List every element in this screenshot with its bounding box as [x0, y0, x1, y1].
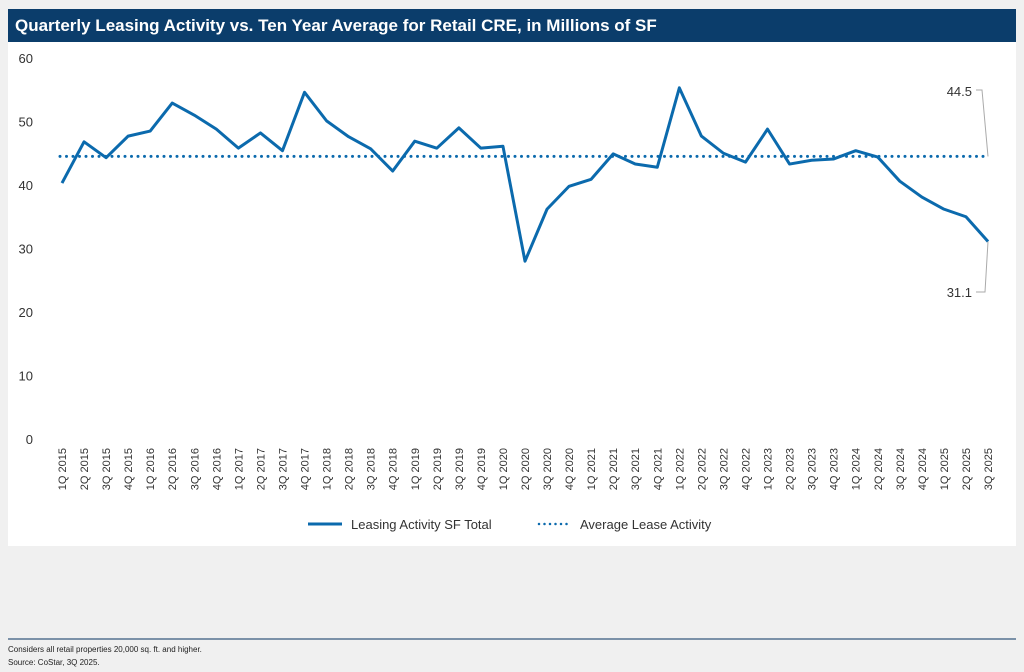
x-tick-label: 4Q 2020 [564, 448, 576, 490]
y-tick-label: 20 [19, 305, 33, 320]
x-tick-label: 2Q 2023 [785, 448, 797, 490]
x-tick-label: 2Q 2021 [608, 448, 620, 490]
x-tick-label: 3Q 2021 [630, 448, 642, 490]
x-tick-label: 3Q 2018 [366, 448, 378, 490]
x-tick-label: 1Q 2024 [851, 448, 863, 490]
annotation-avg-label: 44.5 [947, 84, 972, 99]
x-tick-label: 4Q 2023 [829, 448, 841, 490]
y-tick-label: 10 [19, 369, 33, 384]
x-tick-label: 3Q 2024 [895, 448, 907, 490]
x-tick-label: 2Q 2024 [873, 448, 885, 490]
x-tick-label: 4Q 2018 [388, 448, 400, 490]
footer-source: Source: CoStar, 3Q 2025. [8, 658, 100, 667]
chart-title: Quarterly Leasing Activity vs. Ten Year … [8, 9, 1016, 42]
x-tick-label: 3Q 2025 [983, 448, 995, 490]
x-tick-label: 1Q 2021 [586, 448, 598, 490]
x-tick-label: 3Q 2020 [542, 448, 554, 490]
x-tick-label: 4Q 2024 [917, 448, 929, 490]
x-tick-label: 1Q 2023 [763, 448, 775, 490]
x-tick-label: 1Q 2018 [322, 448, 334, 490]
y-tick-label: 30 [19, 242, 33, 257]
x-tick-label: 1Q 2025 [939, 448, 951, 490]
legend-label: Average Lease Activity [580, 517, 712, 532]
x-tick-label: 3Q 2022 [718, 448, 730, 490]
x-tick-label: 4Q 2016 [211, 448, 223, 490]
x-tick-label: 4Q 2019 [476, 448, 488, 490]
x-tick-label: 3Q 2015 [101, 448, 113, 490]
x-tick-label: 2Q 2025 [961, 448, 973, 490]
x-tick-label: 1Q 2016 [145, 448, 157, 490]
x-tick-label: 4Q 2015 [123, 448, 135, 490]
x-tick-label: 3Q 2017 [277, 448, 289, 490]
footer-divider [8, 638, 1016, 640]
x-tick-label: 4Q 2021 [652, 448, 664, 490]
chart-panel [8, 42, 1016, 546]
x-tick-label: 1Q 2015 [57, 448, 69, 490]
y-tick-label: 0 [26, 432, 33, 447]
annotation-leader-last [976, 241, 989, 293]
y-tick-label: 60 [19, 51, 33, 66]
x-tick-label: 1Q 2017 [233, 448, 245, 490]
x-tick-label: 2Q 2018 [344, 448, 356, 490]
x-tick-label: 1Q 2022 [674, 448, 686, 490]
x-tick-label: 3Q 2019 [454, 448, 466, 490]
legend-label: Leasing Activity SF Total [351, 517, 492, 532]
y-tick-label: 40 [19, 178, 33, 193]
x-tick-label: 2Q 2022 [696, 448, 708, 490]
x-tick-label: 2Q 2019 [432, 448, 444, 490]
leasing-activity-line [60, 86, 990, 263]
y-tick-label: 50 [19, 115, 33, 130]
x-tick-label: 3Q 2016 [189, 448, 201, 490]
x-tick-label: 1Q 2020 [498, 448, 510, 490]
x-tick-label: 2Q 2016 [167, 448, 179, 490]
annotation-last-label: 31.1 [947, 285, 972, 300]
x-tick-label: 4Q 2022 [740, 448, 752, 490]
x-tick-label: 2Q 2020 [520, 448, 532, 490]
x-tick-label: 3Q 2023 [807, 448, 819, 490]
x-tick-label: 2Q 2017 [255, 448, 267, 490]
x-tick-label: 2Q 2015 [79, 448, 91, 490]
annotation-leader-avg [976, 89, 989, 157]
x-tick-label: 1Q 2019 [410, 448, 422, 490]
x-tick-label: 4Q 2017 [300, 448, 312, 490]
footer-note: Considers all retail properties 20,000 s… [8, 645, 202, 654]
